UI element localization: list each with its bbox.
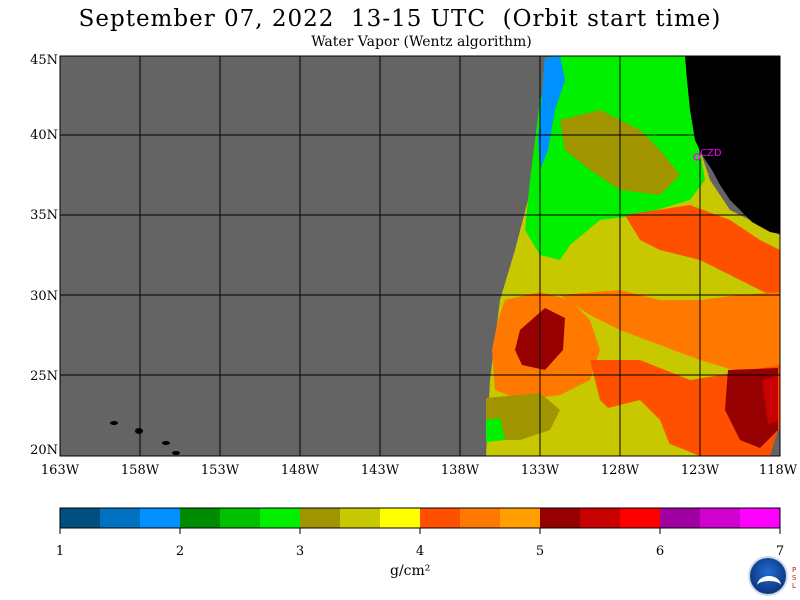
wv-region-olive-south	[486, 393, 560, 440]
hawaii-islands	[110, 421, 180, 455]
lat-label: 25N	[30, 369, 58, 384]
wv-region-orange-north	[625, 205, 780, 300]
lon-label: 128W	[600, 463, 640, 478]
coast-strip	[770, 430, 780, 456]
colorbar-tick-label: 6	[655, 544, 665, 559]
lon-label: 143W	[360, 463, 400, 478]
colorbar-swatch-14	[620, 508, 661, 528]
chart-subtitle: Water Vapor (Wentz algorithm)	[311, 34, 532, 50]
colorbar-swatch-8	[380, 508, 421, 528]
colorbar-swatch-1	[100, 508, 141, 528]
colorbar-swatch-13	[580, 508, 621, 528]
colorbar-tick-label: 4	[415, 544, 425, 559]
noaa-logo	[748, 556, 788, 596]
noaa-bird-icon	[757, 576, 781, 595]
lat-lon-grid	[60, 56, 780, 456]
lon-label: 148W	[280, 463, 320, 478]
wv-region-green-south	[486, 418, 505, 442]
colorbar-swatch-16	[700, 508, 741, 528]
land-mask	[685, 56, 780, 456]
colorbar-tick-label: 3	[295, 544, 305, 559]
colorbar-swatch-10	[460, 508, 501, 528]
colorbar-swatch-17	[740, 508, 781, 528]
island-1	[135, 428, 143, 434]
lon-label: 163W	[40, 463, 80, 478]
lat-label: 35N	[30, 208, 58, 223]
lon-label: 118W	[758, 463, 798, 478]
island-3	[172, 451, 180, 455]
colorbar-swatch-0	[60, 508, 101, 528]
colorbar-tick-label: 5	[535, 544, 545, 559]
wv-region-red-east	[762, 375, 778, 425]
colorbar-swatch-11	[500, 508, 541, 528]
colorbar-unit-label: g/cm²	[390, 563, 431, 579]
wv-region-blue	[538, 56, 565, 170]
colorbar-swatch-7	[340, 508, 381, 528]
colorbar-swatch-4	[220, 508, 261, 528]
station-dot	[693, 153, 701, 161]
lon-label: 153W	[200, 463, 240, 478]
map-frame	[59, 55, 781, 457]
colorbar-swatch-15	[660, 508, 701, 528]
colorbar-swatch-9	[420, 508, 461, 528]
colorbar-tick-label: 2	[175, 544, 185, 559]
lat-label: 20N	[30, 443, 58, 458]
island-0	[110, 421, 118, 425]
station-marker-czd: CZD	[693, 148, 722, 161]
chart-title: September 07, 2022 13-15 UTC (Orbit star…	[78, 6, 722, 32]
lat-label: 30N	[30, 289, 58, 304]
colorbar-swatch-12	[540, 508, 581, 528]
colorbar-swatch-3	[180, 508, 221, 528]
land-north-america	[685, 56, 780, 234]
lat-label: 40N	[30, 128, 58, 143]
colorbar	[59, 507, 781, 534]
lon-label: 138W	[440, 463, 480, 478]
wv-region-yellow-south	[600, 400, 670, 456]
water-vapor-field	[486, 56, 780, 456]
lon-label: 123W	[680, 463, 720, 478]
colorbar-tick-label: 7	[775, 544, 785, 559]
colorbar-swatch-5	[260, 508, 301, 528]
station-label-czd: CZD	[700, 148, 722, 159]
lat-label: 45N	[30, 53, 58, 68]
colorbar-tick-label: 1	[55, 544, 65, 559]
colorbar-swatch-6	[300, 508, 341, 528]
colorbar-swatch-2	[140, 508, 181, 528]
lon-label: 158W	[120, 463, 160, 478]
lon-label: 133W	[520, 463, 560, 478]
wv-region-orange-central	[560, 290, 780, 380]
island-2	[162, 441, 170, 445]
